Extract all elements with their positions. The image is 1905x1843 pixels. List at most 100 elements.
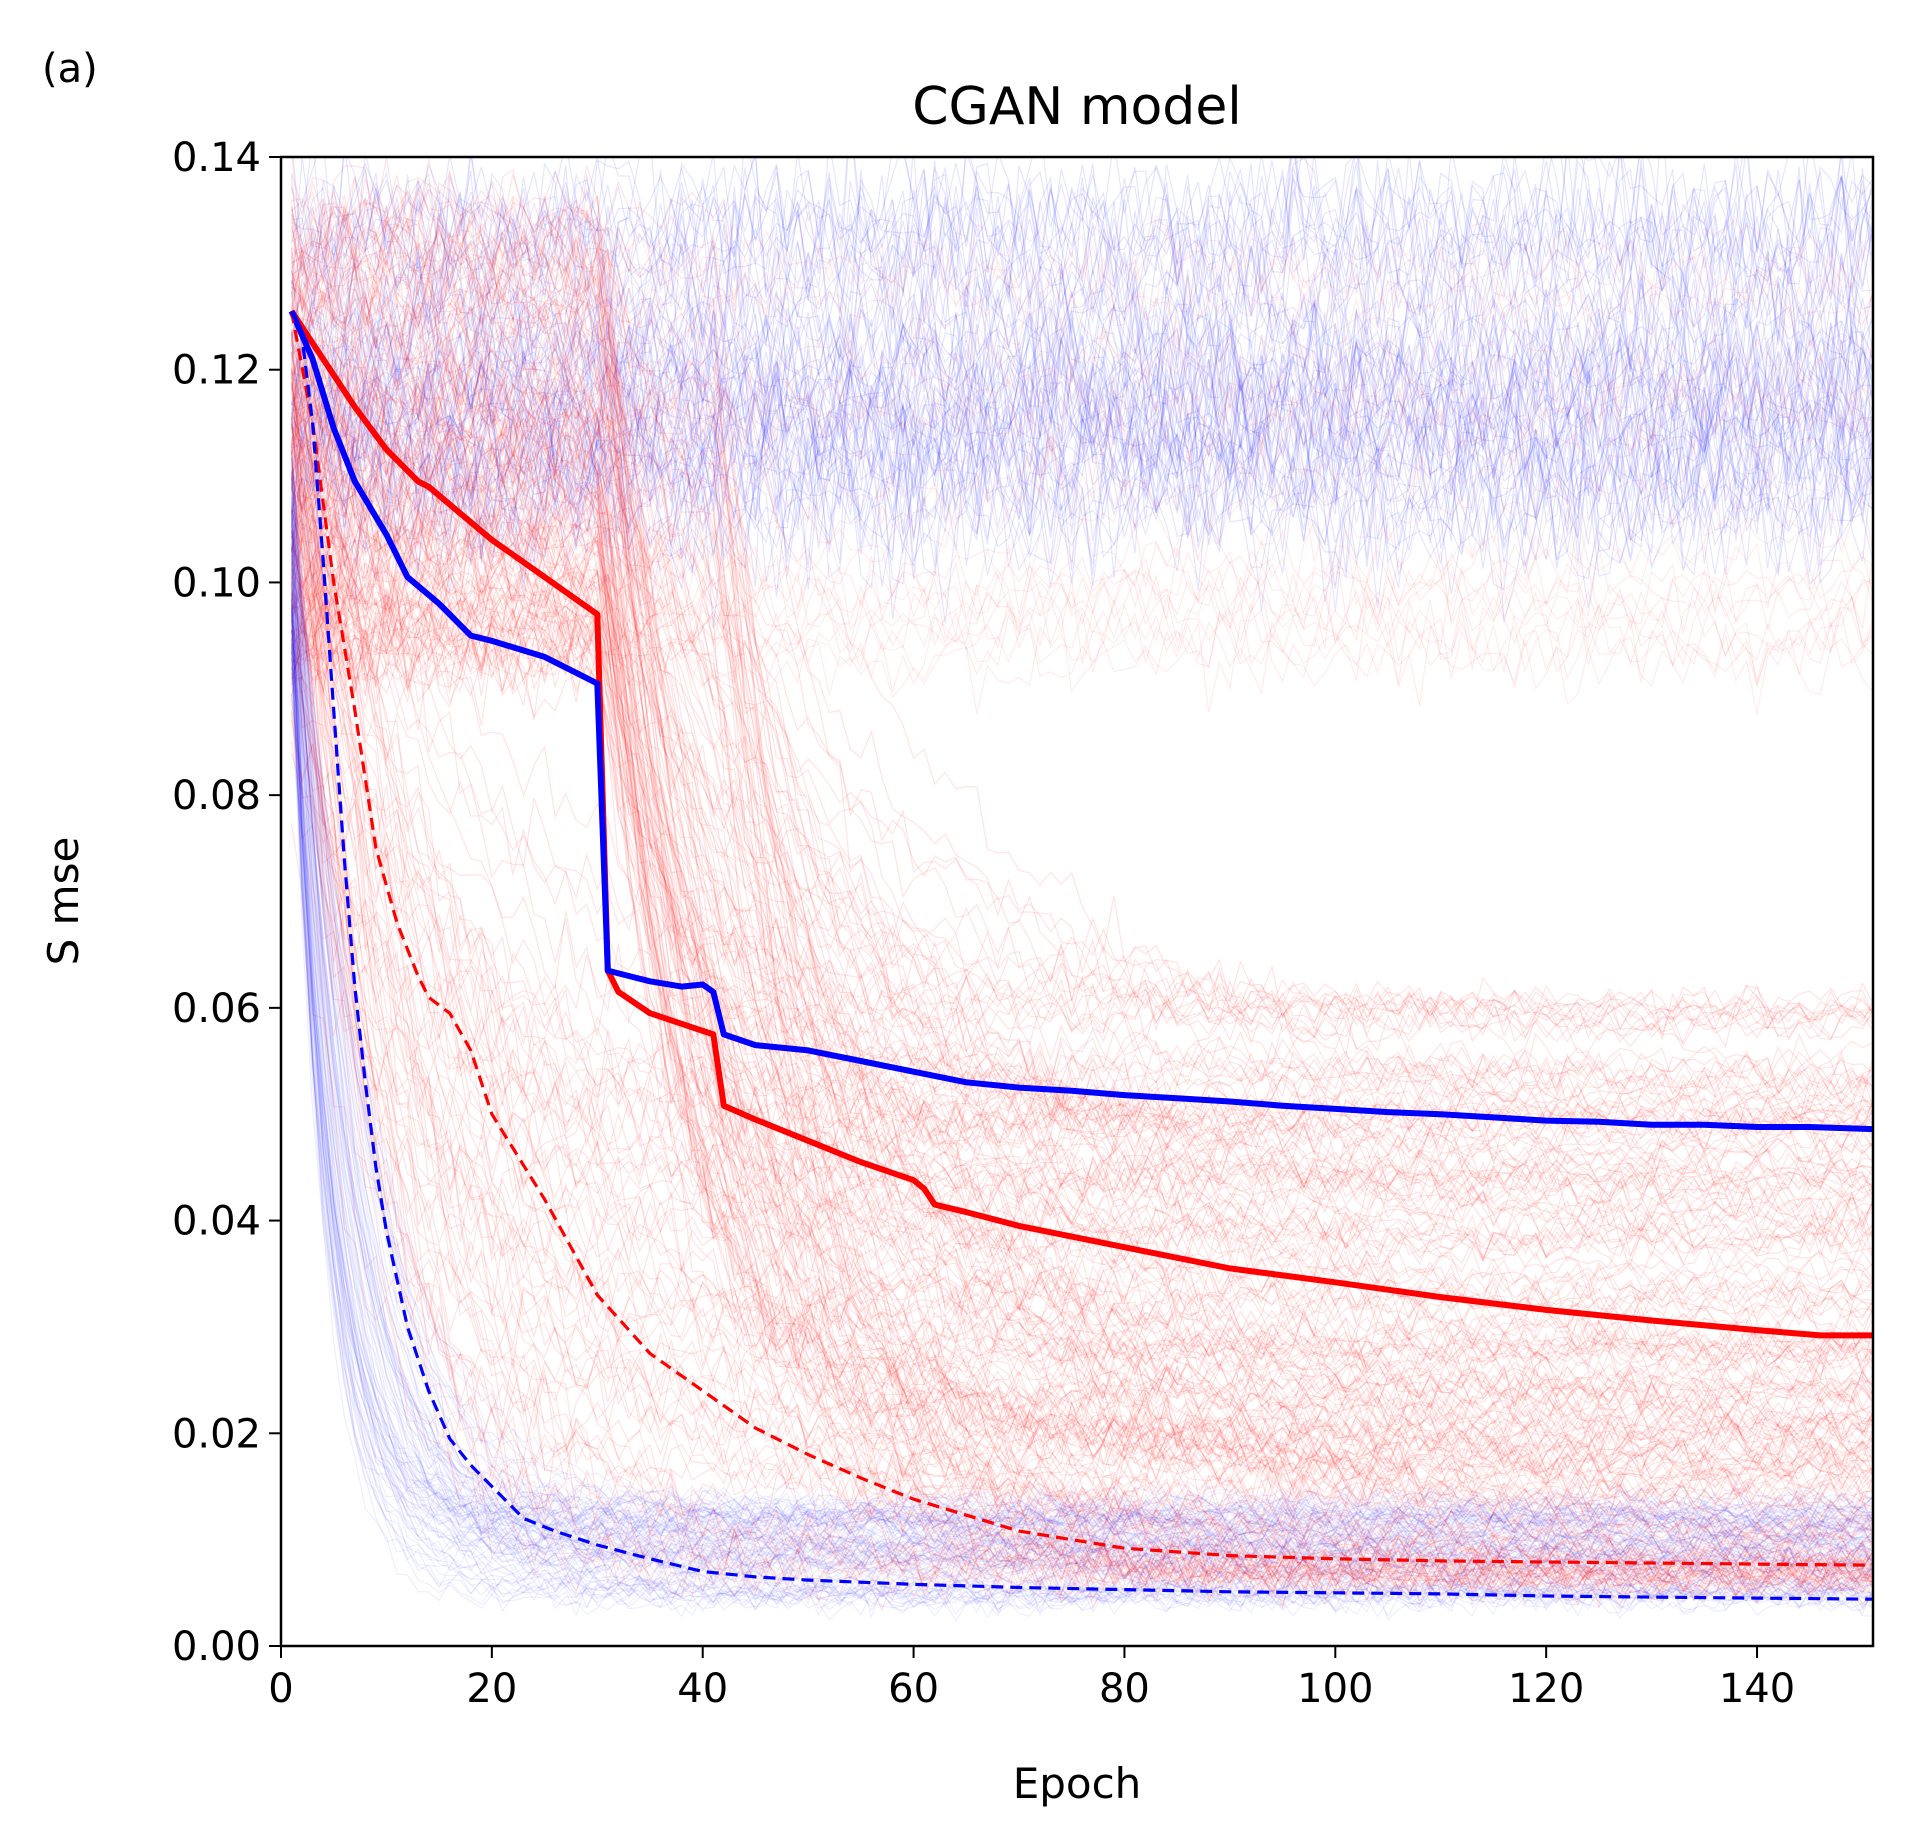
run-trace — [290, 529, 1873, 1515]
run-trace — [290, 587, 1873, 1096]
run-trace — [290, 412, 1873, 1575]
run-trace — [290, 472, 1873, 1547]
run-trace — [290, 462, 1873, 1490]
run-trace — [290, 313, 1873, 1413]
run-trace — [290, 605, 1873, 1520]
run-trace — [290, 740, 1873, 1612]
run-trace — [290, 517, 1873, 1609]
run-trace — [290, 481, 1873, 1221]
run-trace — [291, 630, 1873, 1364]
x-tick-label: 80 — [1099, 1666, 1150, 1712]
run-trace — [290, 452, 1873, 1382]
run-trace — [290, 251, 1873, 448]
x-tick-label: 140 — [1719, 1666, 1795, 1712]
run-trace — [290, 447, 1873, 1150]
run-trace — [290, 351, 1873, 1163]
run-trace — [290, 582, 1873, 1536]
run-trace — [290, 381, 1873, 1039]
run-trace — [290, 535, 1873, 1521]
run-trace — [290, 372, 1873, 1500]
series-layer — [288, 309, 1873, 1601]
run-trace — [290, 616, 1873, 1402]
run-trace — [290, 465, 1873, 575]
run-trace — [290, 159, 1873, 370]
run-trace — [290, 590, 1873, 1557]
run-trace — [290, 334, 1873, 1161]
run-trace — [290, 526, 1873, 1540]
run-trace — [290, 543, 1873, 1581]
run-trace — [291, 389, 1873, 1427]
run-trace — [290, 442, 1873, 1503]
run-trace — [290, 581, 1873, 1560]
run-trace — [290, 629, 1873, 1547]
run-trace — [290, 470, 1873, 1102]
run-trace — [290, 270, 1873, 1561]
run-trace — [290, 606, 1873, 1528]
run-trace — [290, 248, 1873, 346]
run-trace — [291, 347, 1873, 523]
run-trace — [291, 389, 1873, 1539]
run-trace — [290, 177, 1873, 1454]
run-trace — [290, 514, 1873, 1043]
run-trace — [290, 417, 1873, 629]
run-trace — [290, 313, 1873, 1466]
run-trace — [290, 568, 1873, 1608]
run-trace — [290, 640, 1873, 1561]
y-axis-label: S mse — [39, 837, 88, 966]
run-trace — [290, 474, 1873, 1442]
run-trace — [290, 441, 1873, 1383]
run-trace — [290, 477, 1873, 1478]
run-trace — [290, 322, 1873, 536]
run-trace — [290, 199, 1873, 405]
x-axis: 0 20 40 60 80 100 120 140 — [268, 1646, 1795, 1712]
run-trace — [290, 409, 1873, 623]
run-trace — [290, 511, 1873, 1566]
run-trace — [291, 499, 1873, 1374]
run-trace — [290, 656, 1873, 1607]
run-trace — [290, 363, 1873, 578]
run-trace — [290, 438, 1873, 1299]
run-trace — [290, 341, 1873, 555]
run-trace — [290, 595, 1873, 1563]
run-trace — [290, 350, 1873, 1271]
run-trace — [290, 348, 1873, 565]
run-trace — [290, 361, 1873, 547]
y-axis: 0.00 0.02 0.04 0.06 0.08 0.10 0.12 0.14 — [172, 135, 281, 1670]
run-trace — [290, 583, 1873, 1572]
run-trace — [290, 588, 1873, 1417]
run-trace — [291, 260, 1873, 1586]
run-trace — [290, 469, 1873, 1537]
run-trace — [291, 282, 1873, 478]
run-trace — [290, 700, 1873, 1482]
run-trace — [291, 381, 1873, 483]
run-trace — [290, 489, 1873, 1584]
run-trace — [290, 346, 1873, 1458]
run-trace — [290, 508, 1873, 1474]
run-trace — [290, 625, 1873, 1617]
run-trace — [290, 506, 1873, 1596]
run-trace — [290, 286, 1873, 509]
run-trace — [290, 216, 1873, 1058]
run-trace — [291, 629, 1873, 1605]
run-trace — [290, 418, 1873, 1267]
run-trace — [291, 354, 1873, 1185]
run-trace — [290, 529, 1873, 631]
run-trace — [290, 293, 1873, 1606]
run-trace — [290, 206, 1873, 305]
run-trace — [290, 379, 1873, 1193]
plot-frame — [279, 155, 1875, 1648]
run-trace — [290, 254, 1873, 1598]
run-trace — [290, 479, 1873, 1357]
run-trace — [291, 484, 1873, 1446]
run-trace — [290, 620, 1873, 1590]
run-trace — [290, 561, 1873, 1297]
run-trace — [290, 658, 1873, 1534]
run-trace — [290, 178, 1873, 1491]
run-trace — [290, 420, 1873, 1497]
run-trace — [290, 638, 1873, 1555]
run-trace — [290, 358, 1873, 568]
run-trace — [290, 293, 1873, 1447]
run-trace — [290, 536, 1873, 1040]
x-axis-label: Epoch — [1013, 1759, 1142, 1808]
run-trace — [290, 589, 1873, 681]
